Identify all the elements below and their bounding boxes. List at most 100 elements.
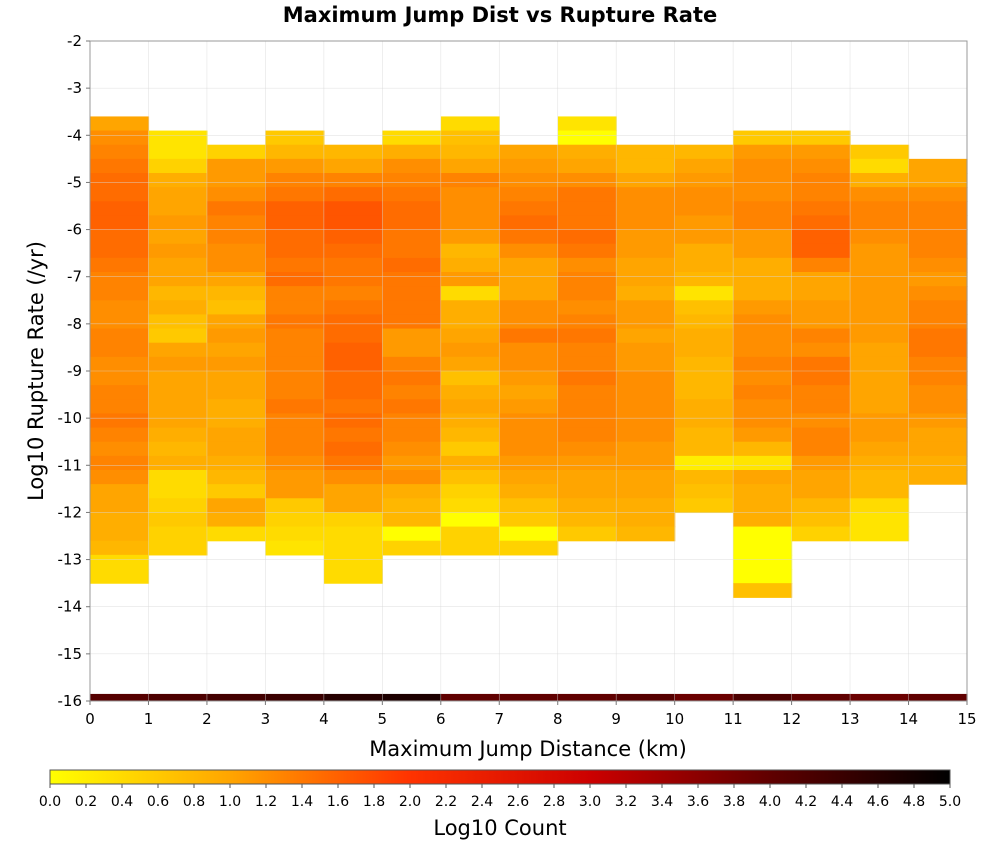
heatmap-cell bbox=[90, 243, 150, 259]
heatmap-cell bbox=[791, 356, 851, 372]
heatmap-cell bbox=[148, 512, 208, 528]
heatmap-cell bbox=[850, 441, 910, 457]
heatmap-cell bbox=[791, 441, 851, 457]
heatmap-cell bbox=[90, 540, 150, 556]
heatmap-cell bbox=[90, 328, 150, 344]
heatmap-cell bbox=[382, 215, 442, 231]
heatmap-cell bbox=[499, 385, 559, 400]
heatmap-cell bbox=[557, 356, 617, 372]
x-tick-label: 4 bbox=[319, 710, 329, 728]
heatmap-cell bbox=[90, 286, 150, 301]
heatmap-cell bbox=[850, 470, 910, 485]
heatmap-cell bbox=[850, 413, 910, 429]
heatmap-cell bbox=[90, 399, 150, 415]
heatmap-cell bbox=[908, 342, 968, 358]
heatmap-cell bbox=[733, 569, 793, 584]
heatmap-cell bbox=[382, 498, 442, 514]
heatmap-cell bbox=[499, 257, 559, 273]
heatmap-cell bbox=[733, 399, 793, 415]
heatmap-cell bbox=[850, 229, 910, 245]
heatmap-cell bbox=[850, 526, 910, 542]
heatmap-cell bbox=[206, 229, 266, 245]
x-tick-label: 8 bbox=[553, 710, 563, 728]
heatmap-cell bbox=[908, 187, 968, 202]
heatmap-cell bbox=[791, 455, 851, 471]
colorbar-tick-label: 4.0 bbox=[759, 794, 781, 810]
heatmap-cell bbox=[674, 455, 734, 471]
heatmap-cell bbox=[557, 328, 617, 344]
heatmap-cell bbox=[440, 356, 500, 372]
heatmap-cell bbox=[557, 455, 617, 471]
heatmap-cell bbox=[733, 540, 793, 556]
colorbar-tick-label: 3.6 bbox=[687, 794, 709, 810]
heatmap-cell bbox=[382, 314, 442, 330]
heatmap-cell bbox=[265, 314, 325, 330]
heatmap-cell bbox=[265, 342, 325, 358]
heatmap-cell bbox=[206, 470, 266, 485]
heatmap-cell bbox=[733, 455, 793, 471]
heatmap-cell bbox=[382, 512, 442, 528]
heatmap-cell bbox=[90, 144, 150, 160]
heatmap-cell bbox=[616, 498, 676, 514]
heatmap-cell bbox=[323, 427, 383, 443]
heatmap-cell bbox=[499, 470, 559, 485]
heatmap-cell bbox=[674, 484, 734, 499]
y-tick-label: -9 bbox=[67, 362, 82, 380]
heatmap-cell bbox=[148, 257, 208, 273]
heatmap-cell bbox=[323, 540, 383, 556]
heatmap-cell bbox=[90, 215, 150, 231]
heatmap-cell bbox=[499, 173, 559, 188]
heatmap-cell bbox=[616, 399, 676, 415]
heatmap-cell bbox=[908, 229, 968, 245]
heatmap-strip-cell bbox=[850, 693, 910, 701]
heatmap-strip-cell bbox=[674, 693, 734, 701]
heatmap-cell bbox=[791, 272, 851, 287]
heatmap-cell bbox=[499, 201, 559, 217]
heatmap-cell bbox=[206, 498, 266, 514]
heatmap-cell bbox=[323, 470, 383, 485]
colorbar-tick-label: 3.4 bbox=[651, 794, 673, 810]
heatmap-cell bbox=[557, 158, 617, 174]
heatmap-cell bbox=[206, 512, 266, 528]
heatmap-cell bbox=[148, 158, 208, 174]
heatmap-cell bbox=[850, 187, 910, 202]
heatmap-cell bbox=[850, 173, 910, 188]
heatmap-cell bbox=[440, 272, 500, 287]
heatmap-cell bbox=[850, 512, 910, 528]
x-tick-label: 2 bbox=[202, 710, 212, 728]
colorbar-label: Log10 Count bbox=[433, 816, 566, 840]
heatmap-cell bbox=[206, 300, 266, 316]
heatmap-cell bbox=[616, 526, 676, 542]
heatmap-cell bbox=[557, 173, 617, 188]
heatmap-cell bbox=[440, 342, 500, 358]
heatmap-cell bbox=[733, 173, 793, 188]
heatmap-strip-cell bbox=[265, 693, 325, 701]
heatmap-cell bbox=[90, 158, 150, 174]
heatmap-cell bbox=[850, 201, 910, 217]
y-tick-label: -11 bbox=[58, 456, 83, 474]
heatmap-cell bbox=[499, 342, 559, 358]
heatmap-cell bbox=[616, 229, 676, 245]
heatmap-cell bbox=[265, 484, 325, 499]
heatmap-cell bbox=[265, 201, 325, 217]
heatmap-cell bbox=[733, 300, 793, 316]
heatmap-cell bbox=[733, 356, 793, 372]
heatmap-cell bbox=[850, 427, 910, 443]
heatmap-cell bbox=[382, 470, 442, 485]
heatmap-cell bbox=[499, 498, 559, 514]
heatmap-strip-cell bbox=[791, 693, 851, 701]
heatmap-cell bbox=[908, 243, 968, 259]
heatmap-cell bbox=[557, 526, 617, 542]
heatmap-cell bbox=[733, 144, 793, 160]
heatmap-cell bbox=[440, 526, 500, 542]
heatmap-cell bbox=[499, 413, 559, 429]
heatmap-cell bbox=[206, 243, 266, 259]
heatmap-cell bbox=[323, 201, 383, 217]
heatmap-cell bbox=[791, 498, 851, 514]
heatmap-cell bbox=[791, 427, 851, 443]
colorbar bbox=[49, 769, 951, 785]
heatmap-cell bbox=[148, 272, 208, 287]
heatmap-cell bbox=[733, 413, 793, 429]
heatmap-cell bbox=[850, 385, 910, 400]
heatmap-cell bbox=[616, 286, 676, 301]
